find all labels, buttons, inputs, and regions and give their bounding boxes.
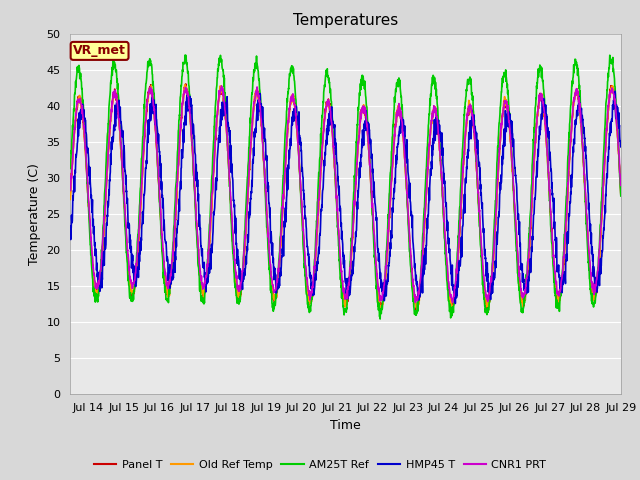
Text: VR_met: VR_met bbox=[73, 44, 126, 58]
Old Ref Temp bbox=[181, 82, 189, 87]
Old Ref Temp bbox=[500, 99, 508, 105]
Old Ref Temp bbox=[95, 287, 102, 293]
HMP45 T bbox=[611, 88, 619, 94]
Old Ref Temp bbox=[413, 307, 421, 313]
CNR1 PRT bbox=[601, 151, 609, 156]
Line: AM25T Ref: AM25T Ref bbox=[70, 55, 621, 319]
AM25T Ref bbox=[500, 71, 508, 77]
HMP45 T bbox=[617, 144, 625, 150]
Line: Panel T: Panel T bbox=[70, 84, 621, 313]
Title: Temperatures: Temperatures bbox=[293, 13, 398, 28]
Old Ref Temp bbox=[320, 122, 328, 128]
HMP45 T bbox=[451, 300, 459, 306]
AM25T Ref bbox=[376, 316, 384, 322]
Old Ref Temp bbox=[335, 229, 342, 235]
Panel T bbox=[617, 192, 625, 197]
Y-axis label: Temperature (C): Temperature (C) bbox=[28, 163, 41, 264]
CNR1 PRT bbox=[218, 83, 225, 89]
Panel T bbox=[602, 148, 609, 154]
Line: CNR1 PRT: CNR1 PRT bbox=[70, 86, 621, 302]
Panel T bbox=[500, 100, 508, 106]
HMP45 T bbox=[334, 174, 342, 180]
CNR1 PRT bbox=[617, 182, 625, 188]
Old Ref Temp bbox=[602, 147, 609, 153]
AM25T Ref bbox=[617, 193, 625, 199]
CNR1 PRT bbox=[335, 227, 342, 233]
CNR1 PRT bbox=[320, 124, 328, 130]
Panel T bbox=[95, 290, 102, 296]
Panel T bbox=[601, 151, 609, 157]
Panel T bbox=[412, 310, 420, 316]
CNR1 PRT bbox=[500, 100, 508, 106]
CNR1 PRT bbox=[449, 300, 456, 305]
Line: Old Ref Temp: Old Ref Temp bbox=[70, 84, 621, 310]
HMP45 T bbox=[95, 275, 102, 280]
AM25T Ref bbox=[320, 89, 328, 95]
AM25T Ref bbox=[181, 52, 189, 58]
Old Ref Temp bbox=[67, 197, 74, 203]
Panel T bbox=[320, 128, 328, 134]
Old Ref Temp bbox=[617, 191, 625, 196]
CNR1 PRT bbox=[67, 188, 74, 193]
Legend: Panel T, Old Ref Temp, AM25T Ref, HMP45 T, CNR1 PRT: Panel T, Old Ref Temp, AM25T Ref, HMP45 … bbox=[90, 456, 550, 474]
AM25T Ref bbox=[601, 122, 609, 128]
Old Ref Temp bbox=[601, 150, 609, 156]
HMP45 T bbox=[67, 223, 74, 229]
AM25T Ref bbox=[67, 166, 74, 171]
CNR1 PRT bbox=[602, 149, 609, 155]
HMP45 T bbox=[601, 211, 609, 216]
Panel T bbox=[67, 190, 74, 195]
HMP45 T bbox=[601, 203, 609, 208]
HMP45 T bbox=[500, 132, 508, 137]
Line: HMP45 T: HMP45 T bbox=[70, 91, 621, 303]
AM25T Ref bbox=[602, 114, 609, 120]
Panel T bbox=[182, 81, 189, 87]
X-axis label: Time: Time bbox=[330, 419, 361, 432]
HMP45 T bbox=[319, 177, 327, 183]
CNR1 PRT bbox=[95, 278, 102, 284]
AM25T Ref bbox=[95, 293, 102, 299]
AM25T Ref bbox=[335, 233, 342, 239]
Panel T bbox=[335, 225, 342, 231]
